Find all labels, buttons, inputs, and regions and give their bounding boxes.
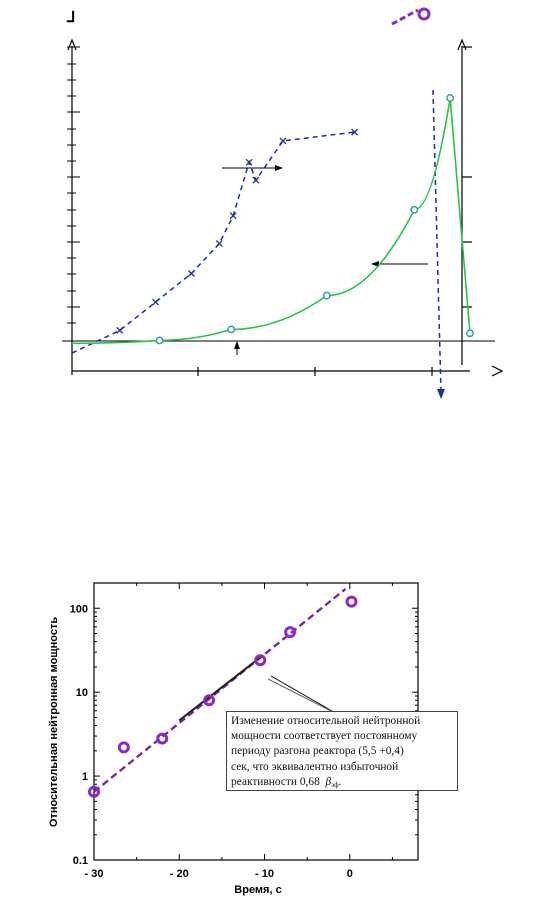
pointer-baseline-head xyxy=(234,341,240,349)
upper-series xyxy=(71,94,474,354)
blue-x-marker xyxy=(215,240,223,248)
lower-series xyxy=(88,587,358,798)
pointer-blue-head xyxy=(275,165,283,171)
measured-point xyxy=(345,595,358,608)
measured-point xyxy=(284,626,297,639)
blue-drop xyxy=(432,89,445,399)
pointer-green-head xyxy=(371,261,379,267)
green-circle-marker xyxy=(410,205,419,214)
measured-point xyxy=(117,741,130,754)
measured-point xyxy=(254,654,267,667)
lower-x-tick-label: - 30 xyxy=(85,868,104,880)
annotation-line-3: периоду разгона реактора (5,5 +0,4) xyxy=(231,745,404,758)
lower-tick-labels: 0.1 1 10 100 - 30 - 20 - 10 0 xyxy=(70,603,353,880)
legend-violet-circle xyxy=(417,7,431,21)
black-solid-segment xyxy=(178,656,261,722)
lower-y-tick-label: 10 xyxy=(76,687,88,699)
upper-pointer-arrows xyxy=(222,165,428,355)
annotation-line-5-text: реактивности 0,68 xyxy=(231,775,320,788)
measured-point xyxy=(203,694,216,707)
lower-y-tick-label: 1 xyxy=(82,771,88,783)
lower-x-axis-label: Время, с xyxy=(234,884,281,896)
lower-y-tick-label: 0.1 xyxy=(73,855,88,867)
green-circle-marker xyxy=(227,325,236,334)
violet-fit-line xyxy=(93,587,347,793)
beta-subscript: эф xyxy=(331,780,339,789)
green-solid-series-line xyxy=(71,97,471,345)
green-circle-marker xyxy=(466,329,474,338)
lower-y-axis-label: Относительная нейтронная мощность xyxy=(48,617,60,827)
lower-x-tick-label: 0 xyxy=(347,868,353,880)
green-circle-marker xyxy=(446,94,455,102)
annotation-leader-line-2 xyxy=(267,678,332,712)
annotation-line-4: сек, что эквивалентно избыточной xyxy=(231,760,399,773)
blue-drop-arrow xyxy=(437,389,445,399)
blue-x-marker xyxy=(229,212,237,220)
lower-x-tick-label: - 10 xyxy=(255,868,274,880)
annotation-line-1: Изменение относительной нейтронной xyxy=(231,715,421,727)
measured-point xyxy=(88,785,100,798)
beta-symbol: β xyxy=(325,775,332,788)
blue-x-marker xyxy=(279,137,287,145)
upper-legend-sample xyxy=(391,7,431,26)
annotation-box: Изменение относительной нейтронной мощно… xyxy=(226,711,458,791)
blue-x-marker xyxy=(187,270,195,277)
blue-x-marker xyxy=(351,128,359,136)
blue-x-marker xyxy=(116,326,124,334)
annotation-suffix: . xyxy=(338,775,342,788)
lower-x-tick-label: - 20 xyxy=(170,868,189,880)
legend-violet-dash xyxy=(391,8,419,26)
blue-x-marker xyxy=(245,158,253,166)
annotation-leader xyxy=(267,675,333,712)
upper-corner-label: ⅃ xyxy=(66,9,75,26)
blue-x-marker xyxy=(252,176,260,184)
measured-point xyxy=(156,732,169,745)
green-circle-marker xyxy=(155,336,164,345)
upper-left-ticks xyxy=(67,46,80,342)
annotation-leader-line xyxy=(270,675,333,712)
upper-chart-axes xyxy=(62,38,504,377)
annotation-line-5: реактивности 0,68 βэф. xyxy=(231,775,453,793)
blue-dashed-series-line xyxy=(71,131,355,354)
annotation-line-2: мощности соответствует постоянному xyxy=(231,730,418,743)
lower-y-tick-label: 100 xyxy=(70,603,88,615)
green-circle-marker xyxy=(322,291,331,300)
blue-drop-line xyxy=(432,89,442,393)
blue-x-marker xyxy=(152,298,160,306)
upper-bottom-axis-arrow xyxy=(491,365,504,377)
